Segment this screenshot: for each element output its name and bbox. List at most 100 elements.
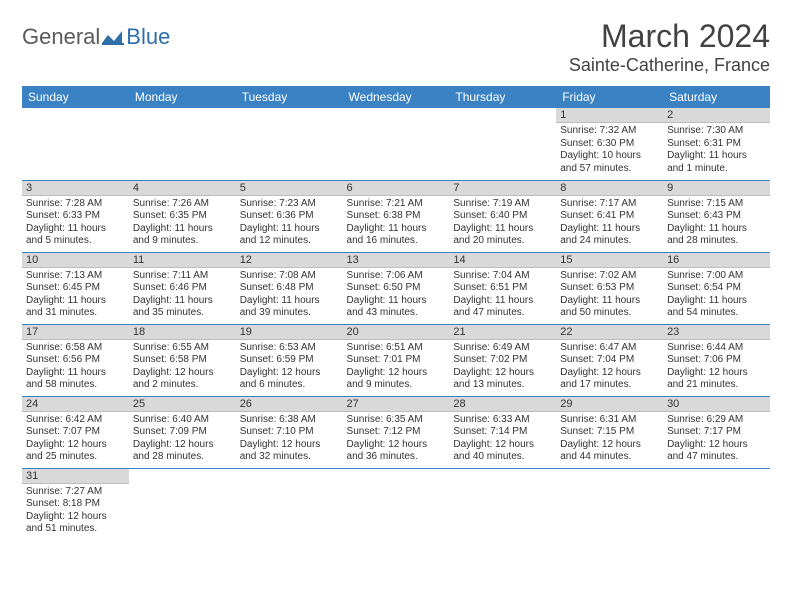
day-number: 30	[663, 397, 770, 412]
day-content: Sunrise: 7:21 AMSunset: 6:38 PMDaylight:…	[343, 196, 450, 250]
daylight-text: Daylight: 11 hours and 28 minutes.	[667, 223, 766, 248]
page-header: General Blue March 2024 Sainte-Catherine…	[22, 18, 770, 76]
sunset-text: Sunset: 6:54 PM	[667, 282, 766, 295]
sunrise-text: Sunrise: 6:29 AM	[667, 414, 766, 427]
sunrise-text: Sunrise: 6:35 AM	[347, 414, 446, 427]
sunset-text: Sunset: 6:31 PM	[667, 138, 766, 151]
sunrise-text: Sunrise: 7:21 AM	[347, 198, 446, 211]
sunset-text: Sunset: 6:48 PM	[240, 282, 339, 295]
day-content: Sunrise: 6:53 AMSunset: 6:59 PMDaylight:…	[236, 340, 343, 394]
sunrise-text: Sunrise: 6:44 AM	[667, 342, 766, 355]
daylight-text: Daylight: 12 hours and 21 minutes.	[667, 367, 766, 392]
calendar-week-row: 17Sunrise: 6:58 AMSunset: 6:56 PMDayligh…	[22, 324, 770, 396]
day-number: 3	[22, 181, 129, 196]
day-number: 7	[449, 181, 556, 196]
sunrise-text: Sunrise: 7:19 AM	[453, 198, 552, 211]
daylight-text: Daylight: 11 hours and 54 minutes.	[667, 295, 766, 320]
calendar-cell: 3Sunrise: 7:28 AMSunset: 6:33 PMDaylight…	[22, 180, 129, 252]
sunset-text: Sunset: 6:43 PM	[667, 210, 766, 223]
daylight-text: Daylight: 11 hours and 24 minutes.	[560, 223, 659, 248]
day-content: Sunrise: 6:58 AMSunset: 6:56 PMDaylight:…	[22, 340, 129, 394]
day-content: Sunrise: 6:55 AMSunset: 6:58 PMDaylight:…	[129, 340, 236, 394]
daylight-text: Daylight: 12 hours and 9 minutes.	[347, 367, 446, 392]
calendar-cell: 25Sunrise: 6:40 AMSunset: 7:09 PMDayligh…	[129, 396, 236, 468]
weekday-header: Wednesday	[343, 86, 450, 108]
calendar-body: 1Sunrise: 7:32 AMSunset: 6:30 PMDaylight…	[22, 108, 770, 540]
day-number: 28	[449, 397, 556, 412]
sunset-text: Sunset: 6:40 PM	[453, 210, 552, 223]
calendar-cell: 13Sunrise: 7:06 AMSunset: 6:50 PMDayligh…	[343, 252, 450, 324]
calendar-cell: 11Sunrise: 7:11 AMSunset: 6:46 PMDayligh…	[129, 252, 236, 324]
day-content: Sunrise: 7:08 AMSunset: 6:48 PMDaylight:…	[236, 268, 343, 322]
daylight-text: Daylight: 11 hours and 5 minutes.	[26, 223, 125, 248]
day-content: Sunrise: 7:30 AMSunset: 6:31 PMDaylight:…	[663, 123, 770, 177]
day-content: Sunrise: 7:19 AMSunset: 6:40 PMDaylight:…	[449, 196, 556, 250]
day-number: 27	[343, 397, 450, 412]
calendar-table: Sunday Monday Tuesday Wednesday Thursday…	[22, 86, 770, 540]
calendar-cell: 2Sunrise: 7:30 AMSunset: 6:31 PMDaylight…	[663, 108, 770, 180]
sunrise-text: Sunrise: 7:15 AM	[667, 198, 766, 211]
day-content: Sunrise: 6:51 AMSunset: 7:01 PMDaylight:…	[343, 340, 450, 394]
day-content: Sunrise: 6:29 AMSunset: 7:17 PMDaylight:…	[663, 412, 770, 466]
calendar-cell: 21Sunrise: 6:49 AMSunset: 7:02 PMDayligh…	[449, 324, 556, 396]
day-content: Sunrise: 6:47 AMSunset: 7:04 PMDaylight:…	[556, 340, 663, 394]
sunset-text: Sunset: 7:01 PM	[347, 354, 446, 367]
day-number: 19	[236, 325, 343, 340]
sunset-text: Sunset: 7:04 PM	[560, 354, 659, 367]
sunrise-text: Sunrise: 6:58 AM	[26, 342, 125, 355]
sunrise-text: Sunrise: 7:00 AM	[667, 270, 766, 283]
calendar-cell: 27Sunrise: 6:35 AMSunset: 7:12 PMDayligh…	[343, 396, 450, 468]
calendar-cell: 17Sunrise: 6:58 AMSunset: 6:56 PMDayligh…	[22, 324, 129, 396]
sunrise-text: Sunrise: 7:26 AM	[133, 198, 232, 211]
calendar-cell	[129, 468, 236, 540]
daylight-text: Daylight: 12 hours and 13 minutes.	[453, 367, 552, 392]
daylight-text: Daylight: 11 hours and 39 minutes.	[240, 295, 339, 320]
weekday-header: Friday	[556, 86, 663, 108]
day-content: Sunrise: 7:28 AMSunset: 6:33 PMDaylight:…	[22, 196, 129, 250]
sunrise-text: Sunrise: 7:02 AM	[560, 270, 659, 283]
daylight-text: Daylight: 12 hours and 17 minutes.	[560, 367, 659, 392]
day-number: 29	[556, 397, 663, 412]
sunrise-text: Sunrise: 6:31 AM	[560, 414, 659, 427]
day-content: Sunrise: 6:38 AMSunset: 7:10 PMDaylight:…	[236, 412, 343, 466]
sunrise-text: Sunrise: 7:23 AM	[240, 198, 339, 211]
day-number: 11	[129, 253, 236, 268]
day-content: Sunrise: 7:17 AMSunset: 6:41 PMDaylight:…	[556, 196, 663, 250]
calendar-cell: 4Sunrise: 7:26 AMSunset: 6:35 PMDaylight…	[129, 180, 236, 252]
calendar-cell: 22Sunrise: 6:47 AMSunset: 7:04 PMDayligh…	[556, 324, 663, 396]
sunset-text: Sunset: 6:56 PM	[26, 354, 125, 367]
calendar-cell	[449, 468, 556, 540]
sunset-text: Sunset: 7:02 PM	[453, 354, 552, 367]
sunrise-text: Sunrise: 7:28 AM	[26, 198, 125, 211]
day-content: Sunrise: 6:44 AMSunset: 7:06 PMDaylight:…	[663, 340, 770, 394]
calendar-cell: 28Sunrise: 6:33 AMSunset: 7:14 PMDayligh…	[449, 396, 556, 468]
day-content: Sunrise: 7:27 AMSunset: 8:18 PMDaylight:…	[22, 484, 129, 538]
day-number: 22	[556, 325, 663, 340]
day-number: 31	[22, 469, 129, 484]
calendar-cell: 26Sunrise: 6:38 AMSunset: 7:10 PMDayligh…	[236, 396, 343, 468]
day-number: 16	[663, 253, 770, 268]
calendar-week-row: 3Sunrise: 7:28 AMSunset: 6:33 PMDaylight…	[22, 180, 770, 252]
day-content: Sunrise: 6:49 AMSunset: 7:02 PMDaylight:…	[449, 340, 556, 394]
day-content: Sunrise: 7:26 AMSunset: 6:35 PMDaylight:…	[129, 196, 236, 250]
sunrise-text: Sunrise: 6:49 AM	[453, 342, 552, 355]
daylight-text: Daylight: 11 hours and 47 minutes.	[453, 295, 552, 320]
weekday-header: Thursday	[449, 86, 556, 108]
calendar-cell: 7Sunrise: 7:19 AMSunset: 6:40 PMDaylight…	[449, 180, 556, 252]
daylight-text: Daylight: 11 hours and 12 minutes.	[240, 223, 339, 248]
sunrise-text: Sunrise: 6:55 AM	[133, 342, 232, 355]
sunrise-text: Sunrise: 6:40 AM	[133, 414, 232, 427]
day-number: 15	[556, 253, 663, 268]
daylight-text: Daylight: 12 hours and 51 minutes.	[26, 511, 125, 536]
calendar-cell	[343, 468, 450, 540]
logo-text-blue: Blue	[126, 24, 170, 50]
calendar-cell: 20Sunrise: 6:51 AMSunset: 7:01 PMDayligh…	[343, 324, 450, 396]
sunset-text: Sunset: 6:59 PM	[240, 354, 339, 367]
calendar-cell	[556, 468, 663, 540]
day-number: 18	[129, 325, 236, 340]
sunrise-text: Sunrise: 6:42 AM	[26, 414, 125, 427]
day-content: Sunrise: 7:23 AMSunset: 6:36 PMDaylight:…	[236, 196, 343, 250]
day-number: 5	[236, 181, 343, 196]
sunrise-text: Sunrise: 7:27 AM	[26, 486, 125, 499]
logo-text-general: General	[22, 24, 100, 50]
